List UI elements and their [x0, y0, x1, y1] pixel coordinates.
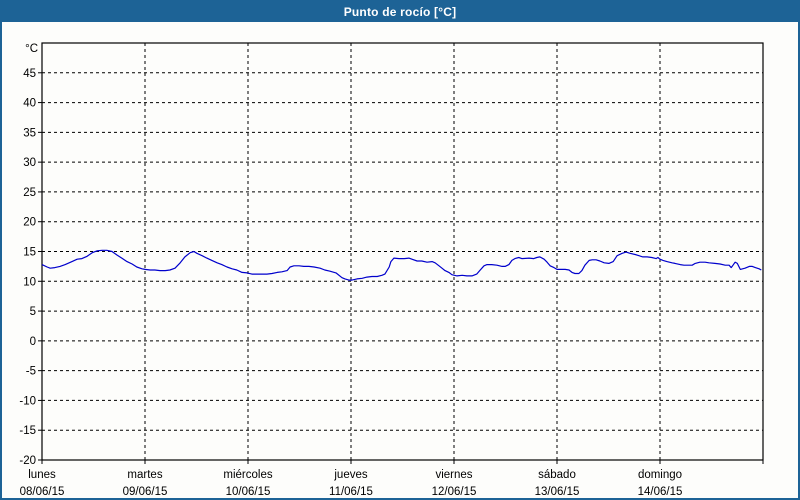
y-tick-label: 5 [30, 306, 36, 318]
day-name-label: jueves [333, 469, 367, 481]
chart-title: Punto de rocío [°C] [343, 5, 457, 19]
y-tick-label: 0 [30, 336, 36, 348]
y-tick-label: 10 [23, 276, 36, 288]
y-tick-label: 15 [23, 247, 36, 259]
y-tick-label: -15 [19, 425, 36, 437]
y-tick-label: -5 [26, 366, 36, 378]
day-date-label: 11/06/15 [329, 486, 373, 498]
y-tick-label: 20 [23, 217, 36, 229]
y-tick-label: 35 [23, 127, 36, 139]
y-axis-unit-label: °C [25, 43, 38, 55]
day-name-label: sábado [538, 469, 576, 481]
y-tick-label: -20 [19, 455, 36, 467]
day-name-label: miércoles [223, 469, 272, 481]
day-date-label: 13/06/15 [535, 486, 580, 498]
day-date-label: 12/06/15 [432, 486, 477, 498]
day-date-label: 14/06/15 [638, 486, 683, 498]
day-date-label: 08/06/15 [20, 486, 65, 498]
day-name-label: domingo [638, 469, 682, 481]
y-tick-label: 30 [23, 157, 36, 169]
day-name-label: lunes [28, 469, 56, 481]
y-tick-label: 25 [23, 187, 36, 199]
day-name-label: martes [127, 469, 162, 481]
plot-frame [41, 42, 764, 461]
day-date-label: 09/06/15 [123, 486, 168, 498]
title-bar: Punto de rocío [°C] [2, 2, 798, 22]
y-tick-label: 45 [23, 68, 36, 80]
day-date-label: 10/06/15 [226, 486, 271, 498]
punto-de-rocio-line [41, 249, 762, 281]
day-name-label: viernes [435, 469, 472, 481]
y-tick-label: 40 [23, 98, 36, 110]
y-tick-label: -10 [19, 395, 36, 407]
